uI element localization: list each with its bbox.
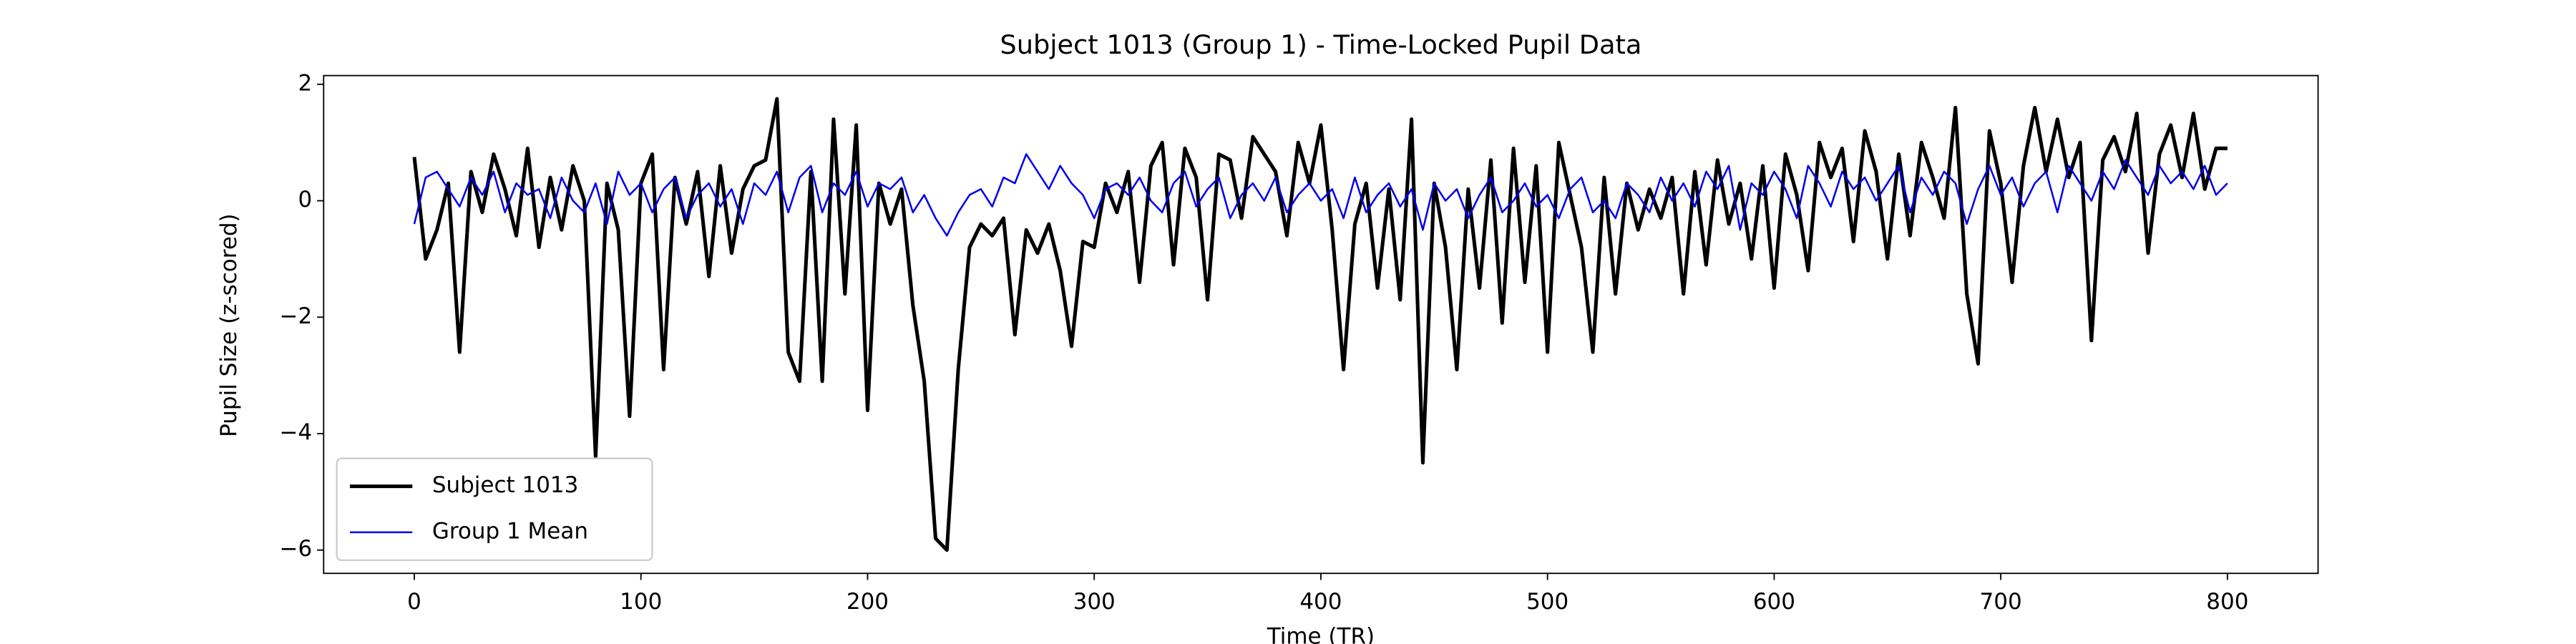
y-tick-label: 2 (298, 70, 313, 96)
plot-frame (323, 74, 2319, 575)
y-tick-label: −4 (280, 420, 313, 446)
y-tick-label: −2 (280, 303, 313, 329)
y-axis-label: Pupil Size (z-scored) (216, 213, 242, 437)
y-tick-label: −6 (280, 536, 313, 562)
x-tick-label: 100 (620, 589, 662, 615)
legend-label: Group 1 Mean (432, 518, 588, 544)
chart-title: Subject 1013 (Group 1) - Time-Locked Pup… (1000, 29, 1641, 60)
x-tick-label: 700 (1980, 589, 2022, 615)
legend-label: Subject 1013 (432, 472, 579, 498)
x-tick-label: 300 (1073, 589, 1116, 615)
x-tick-label: 600 (1753, 589, 1795, 615)
x-tick-label: 400 (1299, 589, 1342, 615)
x-tick-label: 800 (2206, 589, 2248, 615)
legend-box (336, 457, 653, 562)
x-tick-label: 200 (847, 589, 889, 615)
y-tick-label: 0 (298, 187, 313, 213)
x-tick-label: 0 (407, 589, 421, 615)
line-series (413, 153, 2228, 237)
line-series (412, 97, 2228, 552)
x-axis-label: Time (TR) (1267, 623, 1375, 644)
x-tick-label: 500 (1526, 589, 1568, 615)
